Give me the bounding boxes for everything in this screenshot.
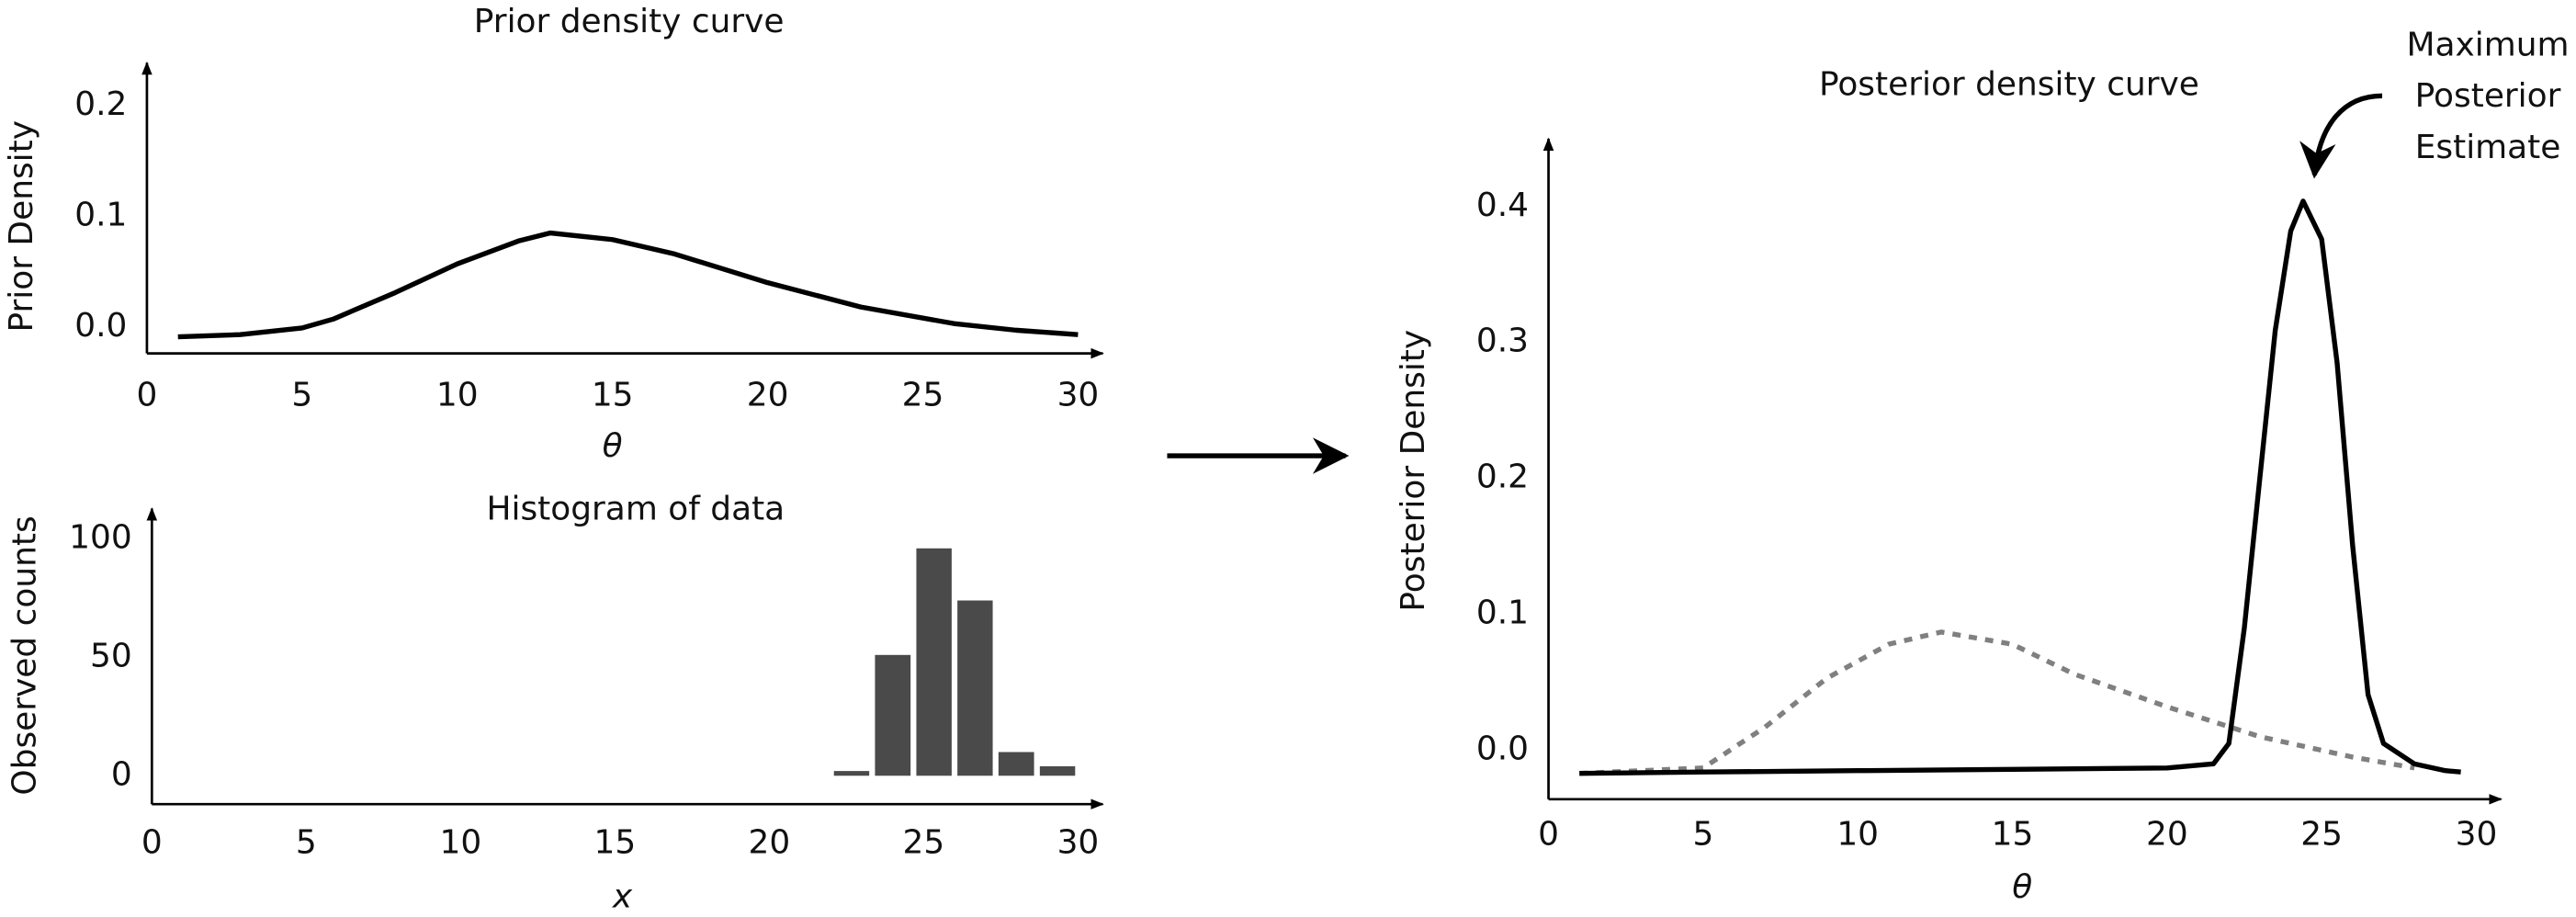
y-tick-label: 0.2 [1476,458,1529,496]
bar [1039,765,1076,776]
x-axis-label: θ [2012,868,2032,906]
x-tick-label: 0 [137,376,158,413]
chart-title: Prior density curve [474,3,785,40]
bar [833,771,870,776]
annotation: Posterior [2415,77,2561,115]
x-tick-label: 15 [1992,815,2034,853]
x-tick-label: 5 [1692,815,1713,853]
y-axis-label: Prior Density [3,120,40,333]
bar [916,548,952,776]
x-tick-label: 15 [594,823,637,861]
x-tick-label: 20 [749,823,791,861]
chart-title: Posterior density curve [1819,66,2199,104]
x-tick-label: 5 [291,376,312,413]
x-tick-label: 0 [1538,815,1559,853]
x-tick-label: 25 [902,376,944,413]
x-tick-label: 30 [1057,376,1100,413]
density-line [177,230,1079,340]
bar [875,654,911,776]
y-tick-label: 0.2 [74,85,127,123]
x-tick-label: 15 [592,376,634,413]
y-tick-label: 0.0 [1476,730,1529,768]
annotation: Estimate [2415,129,2561,166]
x-tick-label: 20 [747,376,789,413]
x-tick-label: 20 [2146,815,2188,853]
x-axis-label: θ [603,427,623,465]
annotation: Maximum [2407,26,2570,63]
x-tick-label: 25 [2300,815,2343,853]
y-axis-label: Posterior Density [1395,330,1432,612]
y-tick-label: 0.3 [1476,323,1529,360]
x-tick-label: 30 [2456,815,2498,853]
density-line [1579,629,2415,776]
x-tick-label: 25 [903,823,945,861]
x-tick-label: 10 [436,376,479,413]
x-tick-label: 10 [439,823,481,861]
annotation-arrow [2299,93,2383,179]
bar [998,752,1034,776]
chart-title: Histogram of data [486,490,785,527]
x-tick-label: 0 [141,823,163,861]
y-axis-label: Observed counts [6,515,44,795]
y-tick-label: 0 [111,755,132,793]
x-tick-label: 5 [296,823,317,861]
y-tick-label: 50 [90,637,132,674]
bar [957,600,993,776]
x-axis-label: x [612,878,633,916]
y-tick-label: 100 [69,519,132,557]
x-tick-label: 10 [1836,815,1879,853]
y-tick-label: 0.0 [74,307,127,345]
y-tick-label: 0.4 [1476,187,1529,224]
x-tick-label: 30 [1057,823,1100,861]
density-line [1579,198,2461,776]
y-tick-label: 0.1 [74,196,127,233]
y-tick-label: 0.1 [1476,594,1529,632]
